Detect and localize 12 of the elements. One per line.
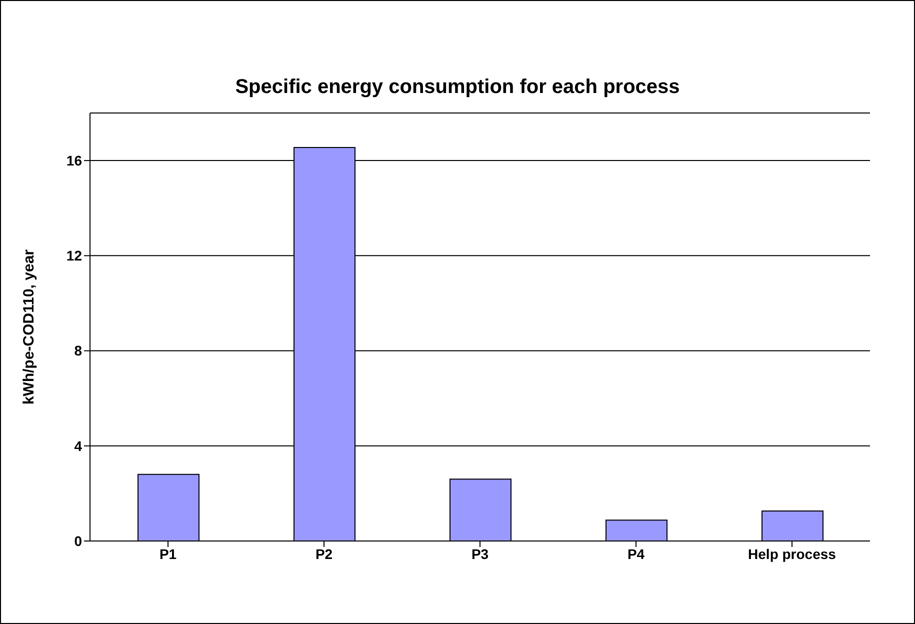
y-tick-label: 8 bbox=[74, 342, 82, 359]
x-tick-label: P4 bbox=[627, 546, 645, 562]
x-tick-label: Help process bbox=[748, 546, 836, 562]
y-tick-label: 16 bbox=[66, 152, 82, 169]
y-tick-label: 12 bbox=[66, 248, 82, 264]
y-axis-title: kWh/pe-COD110, year bbox=[20, 249, 38, 405]
x-tick-label: P2 bbox=[315, 546, 333, 562]
y-tick-label: 4 bbox=[74, 438, 82, 454]
y-tick-label: 0 bbox=[74, 532, 82, 549]
chart-title: Specific energy consumption for each process bbox=[234, 76, 681, 99]
x-tick-label: P1 bbox=[159, 546, 177, 562]
x-tick-label: P3 bbox=[471, 546, 489, 562]
